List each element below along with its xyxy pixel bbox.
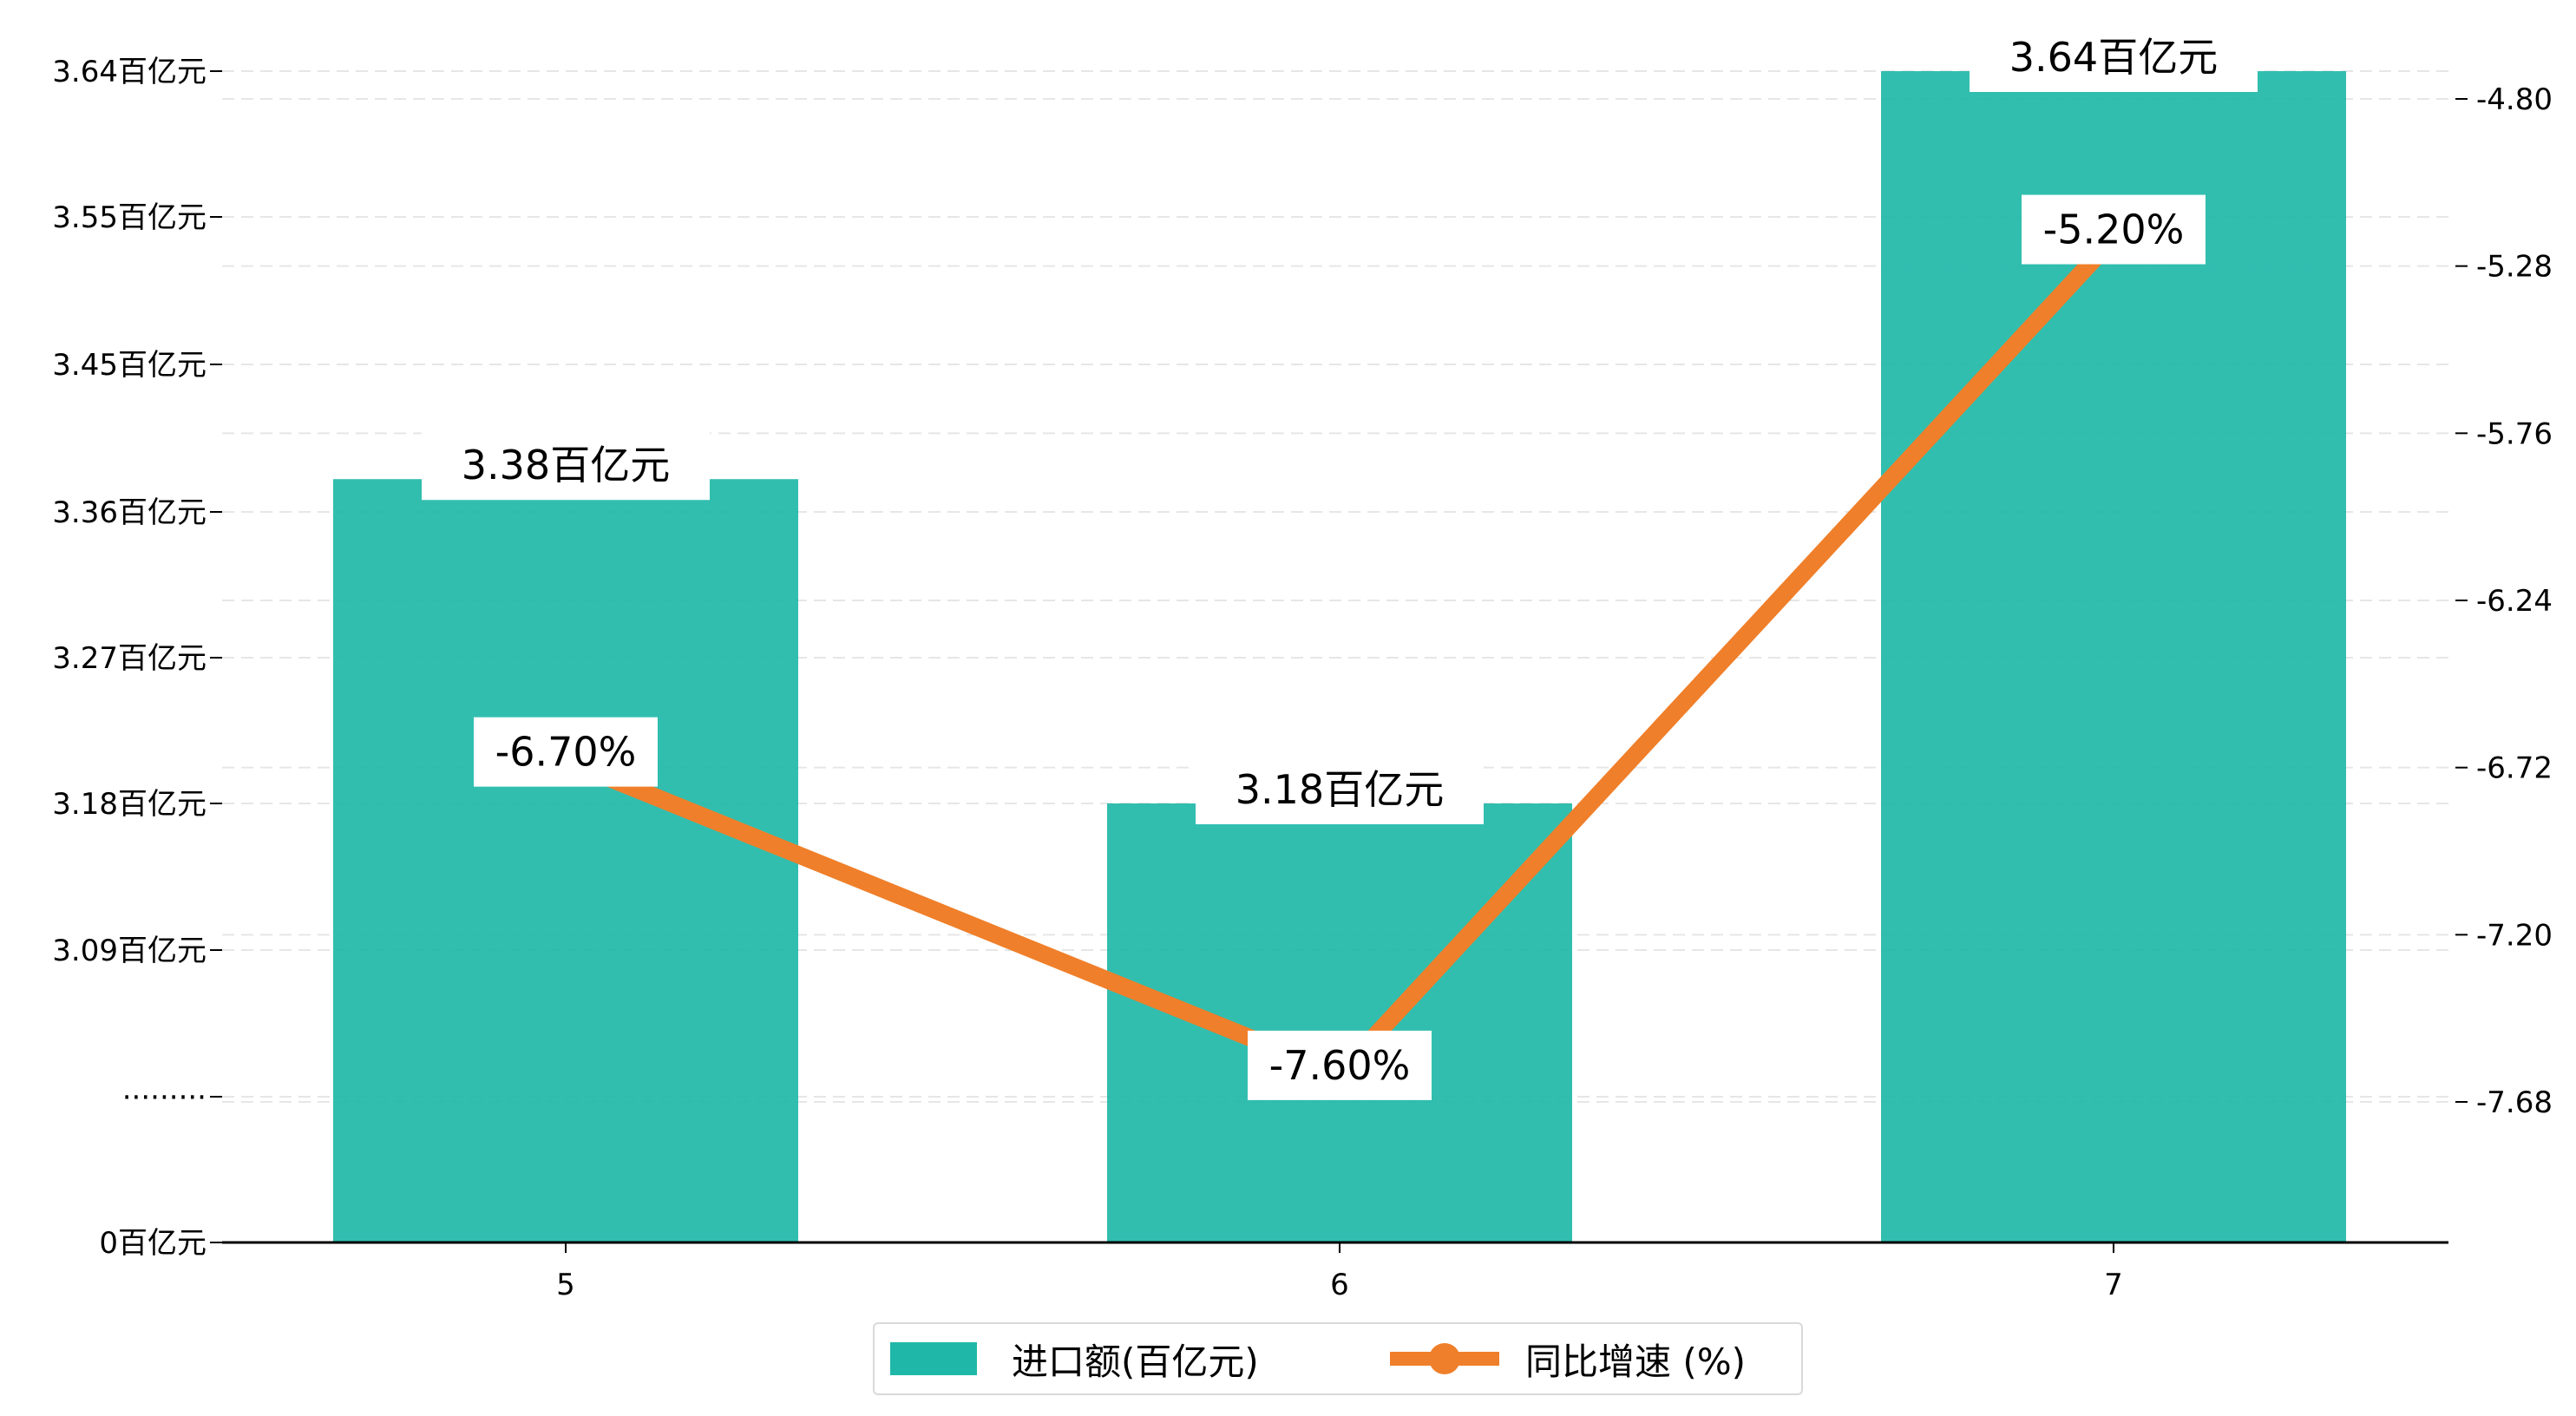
left-tick-label: 3.18百亿元	[52, 787, 206, 822]
growth-value-label-5-text: -6.70%	[495, 729, 637, 776]
bar-value-label-6-text: 3.18百亿元	[1236, 766, 1444, 813]
bars	[333, 71, 2346, 1242]
left-tick-label: ·········	[122, 1080, 206, 1115]
axes: 5 6 7 0百亿元 ········· 3.09百亿元 3.18百亿元 3.27百亿元 3.3…	[52, 55, 2553, 1302]
left-tick-label: 3.36百亿元	[52, 495, 206, 530]
right-tick-label: -7.20	[2476, 918, 2553, 953]
growth-value-label-7-text: -5.20%	[2043, 206, 2185, 253]
right-tick-label: -5.76	[2476, 416, 2553, 451]
x-tick-label-5: 5	[556, 1268, 575, 1302]
growth-value-label-7: -5.20%	[2022, 194, 2206, 265]
left-tick-label: 3.45百亿元	[52, 348, 206, 383]
left-tick-label: 3.55百亿元	[52, 200, 206, 235]
data-labels: 3.38百亿元 3.18百亿元 3.64百亿元 -6.70% -7.60% -5.20%	[422, 23, 2258, 1100]
legend-label-bar: 进口额(百亿元)	[1012, 1340, 1259, 1383]
left-tick-label: 3.27百亿元	[52, 641, 206, 676]
right-tick-label: -5.28	[2476, 250, 2553, 285]
left-tick-label: 0百亿元	[99, 1226, 206, 1261]
bar-value-label-6: 3.18百亿元	[1196, 755, 1484, 824]
legend-item-line: 同比增速 (%)	[1390, 1324, 1746, 1393]
bar-value-label-6-box	[1196, 755, 1484, 824]
legend: 进口额(百亿元) 同比增速 (%)	[873, 1322, 1803, 1395]
bar-7	[1881, 71, 2346, 1242]
legend-label-line: 同比增速 (%)	[1525, 1340, 1747, 1383]
bar-5	[333, 479, 798, 1242]
x-tick-label-7: 7	[2104, 1268, 2123, 1302]
bar-value-label-5-box	[422, 430, 710, 501]
right-tick-label: -4.80	[2476, 82, 2553, 117]
bar-value-label-7: 3.64百亿元	[1970, 23, 2258, 92]
bar-value-label-7-box	[1970, 23, 2258, 92]
right-tick-label: -6.24	[2476, 584, 2553, 619]
bar-6	[1107, 803, 1572, 1242]
bar-value-label-7-text: 3.64百亿元	[2009, 34, 2218, 81]
legend-swatch-bar	[890, 1342, 977, 1375]
left-tick-label: 3.64百亿元	[52, 55, 206, 89]
growth-value-label-5-box	[474, 717, 658, 787]
bar-value-label-5: 3.38百亿元	[422, 430, 710, 501]
legend-swatch-line	[1390, 1341, 1499, 1376]
right-tick-label: -7.68	[2476, 1085, 2553, 1120]
growth-value-label-6-box	[1248, 1030, 1432, 1100]
growth-value-label-5: -6.70%	[474, 717, 658, 787]
growth-value-label-6-text: -7.60%	[1269, 1042, 1411, 1089]
left-tick-label: 3.09百亿元	[52, 934, 206, 968]
bar-value-label-5-text: 3.38百亿元	[462, 442, 670, 488]
legend-item-bar: 进口额(百亿元)	[890, 1324, 1259, 1393]
right-tick-label: -6.72	[2476, 751, 2553, 786]
growth-value-label-6: -7.60%	[1248, 1030, 1432, 1100]
x-tick-label-6: 6	[1330, 1268, 1349, 1302]
growth-value-label-7-box	[2022, 194, 2206, 265]
